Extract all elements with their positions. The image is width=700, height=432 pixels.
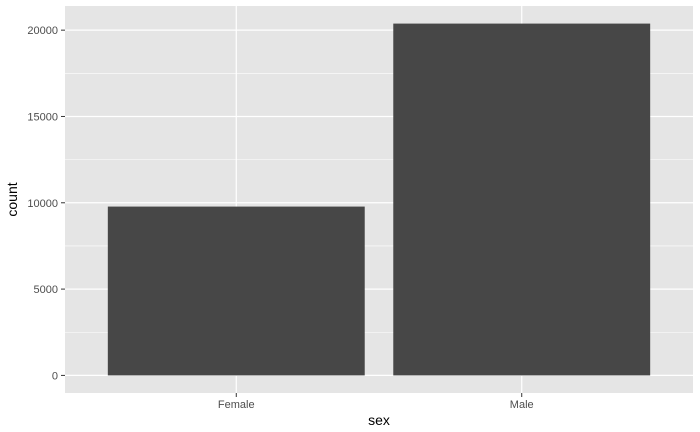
bar-male	[393, 23, 651, 376]
x-axis-title: sex	[368, 412, 390, 428]
y-axis: 0 5000 10000 15000 20000	[27, 25, 65, 382]
x-tick-label: Female	[218, 399, 255, 411]
x-axis: Female Male	[218, 393, 534, 411]
y-tick-label: 5000	[34, 284, 58, 296]
y-tick-label: 20000	[27, 25, 58, 37]
y-axis-title: count	[4, 182, 20, 216]
y-tick-label: 15000	[27, 111, 58, 123]
bars	[107, 23, 651, 376]
y-tick-label: 0	[52, 370, 58, 382]
y-tick-label: 10000	[27, 198, 58, 210]
bar-female	[107, 206, 365, 376]
x-tick-label: Male	[510, 399, 534, 411]
